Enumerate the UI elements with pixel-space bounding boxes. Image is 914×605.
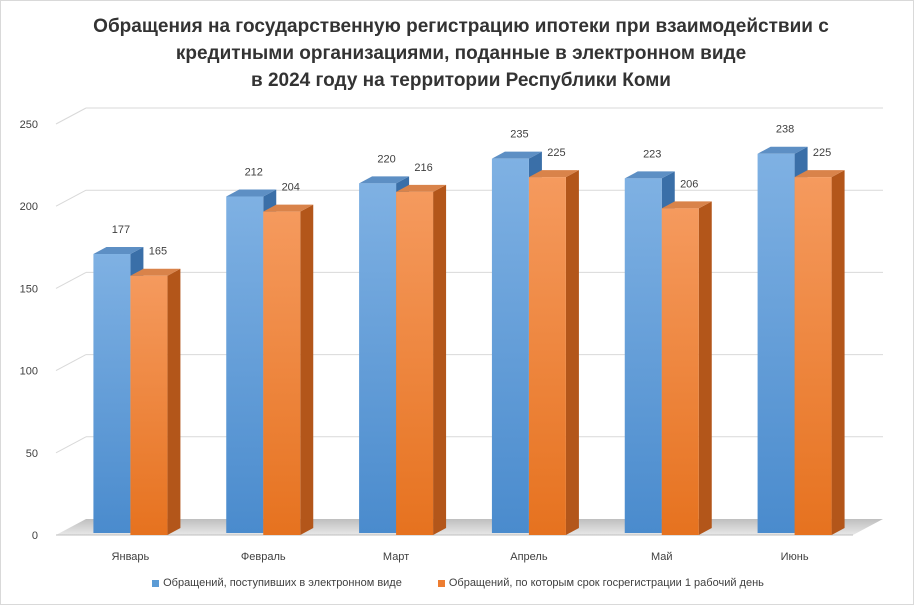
data-label-one-day-0: 165 [149,246,167,258]
bar-top [661,201,712,209]
bar-front [528,177,566,535]
data-label-received-3: 235 [510,129,528,141]
bar-front [263,211,301,535]
bar-one-day-2 [396,184,447,535]
bar-front [757,153,795,533]
y-tick-label-100: 100 [20,366,38,378]
legend-item-one-day: Обращений, по которым срок госрегистраци… [437,577,764,589]
chart-title: Обращения на государственную регистрацию… [41,13,881,94]
bar-top [359,176,410,184]
bar-top [624,171,675,179]
data-label-received-5: 238 [776,124,794,136]
legend-label-received: Обращений, поступивших в электронном вид… [163,577,402,589]
bar-side [698,201,712,535]
bar-front [359,183,397,533]
gridline-diag-200 [55,189,87,207]
bar-top [794,170,845,178]
x-tick-label-3: Апрель [510,551,548,563]
bar-side [433,184,447,535]
bar-side [565,170,579,535]
bar-one-day-4 [661,201,712,535]
legend-swatch-blue [152,579,160,587]
bar-top [93,247,144,255]
bar-top [757,146,808,154]
bar-top [396,184,447,192]
data-label-one-day-1: 204 [282,182,300,194]
x-tick-label-4: Май [651,551,673,563]
x-tick-label-2: Март [383,551,409,563]
data-label-received-1: 212 [245,166,263,178]
y-tick-label-200: 200 [20,201,38,213]
legend-swatch-orange [437,579,445,587]
data-label-received-0: 177 [112,224,130,236]
bar-side [300,204,314,535]
chart-title-line-2: кредитными организациями, поданные в эле… [175,43,747,64]
bar-one-day-0 [130,268,181,535]
bar-front [624,178,662,533]
data-labels: 177 165 212 204 220 216 235 225 223 206 238 225 [112,124,832,258]
bar-top [130,268,181,276]
x-tick-label-5: Июнь [781,551,809,563]
gridlines [55,107,883,454]
legend: Обращений, поступивших в электронном вид… [1,577,914,589]
bar-front [93,254,131,533]
y-tick-label-150: 150 [20,283,38,295]
gridline-diag-100 [55,354,87,372]
y-tick-label-250: 250 [20,119,38,131]
bar-top [491,151,542,159]
gridline-diag-250 [55,107,87,125]
y-tick-label-0: 0 [32,530,38,542]
bar-one-day-1 [263,204,314,535]
y-tick-label-50: 50 [26,448,38,460]
x-tick-label-1: Февраль [241,551,286,563]
bar-front [226,196,264,534]
legend-item-received: Обращений, поступивших в электронном вид… [152,577,402,589]
legend-label-one-day: Обращений, по которым срок госрегистраци… [448,577,764,589]
bars [93,146,845,535]
bar-front [396,191,434,535]
bar-side [167,268,181,535]
gridline-diag-50 [55,436,87,454]
bar-side [831,170,845,535]
chart-title-line-1: Обращения на государственную регистрацию… [93,16,829,37]
axes: 0 50 100 150 200 250 Январь Февраль Март Апрель Ма… [20,119,809,563]
bar-front [491,158,529,533]
data-label-one-day-5: 225 [813,147,831,159]
data-label-one-day-3: 225 [547,147,565,159]
bar-top [528,170,579,178]
data-label-received-2: 220 [377,153,395,165]
gridline-diag-150 [55,271,87,289]
bar-one-day-3 [528,170,579,535]
x-tick-label-0: Январь [112,551,150,563]
bar-one-day-5 [794,170,845,535]
bar-top [226,189,277,197]
bar-top [263,204,314,212]
data-label-one-day-2: 216 [414,162,432,174]
data-label-received-4: 223 [643,148,661,160]
bar-front [794,177,832,535]
bar-front [661,208,699,535]
bar-front [130,275,168,535]
chart-title-line-3: в 2024 году на территории Республики Ком… [251,70,671,91]
data-label-one-day-4: 206 [680,178,698,190]
